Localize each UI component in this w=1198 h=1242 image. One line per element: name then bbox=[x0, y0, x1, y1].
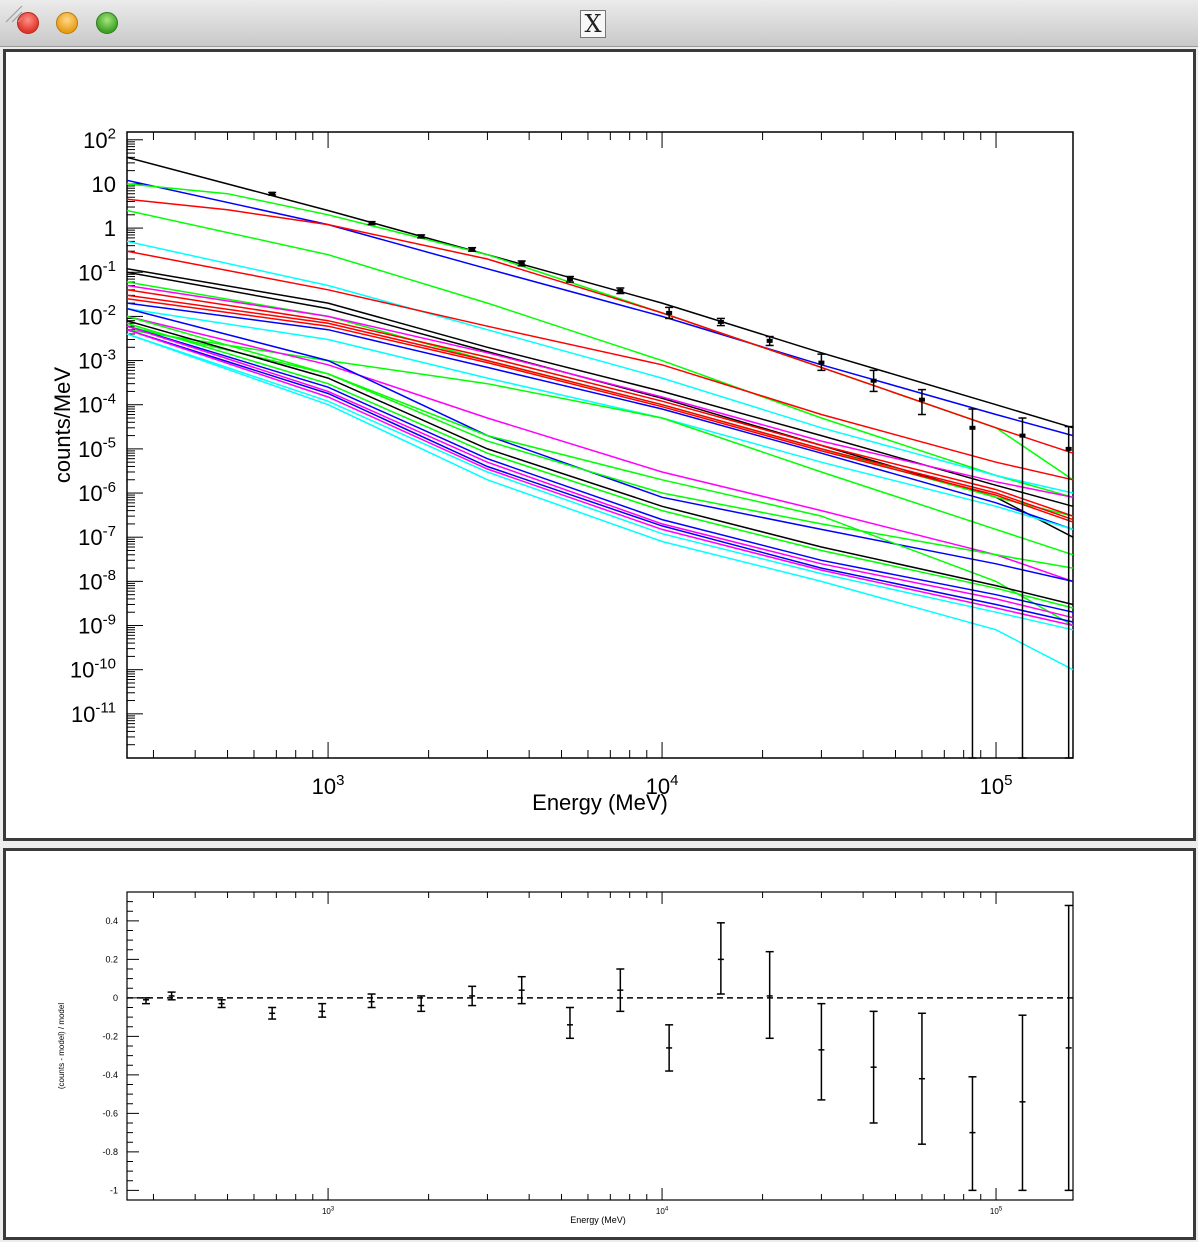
x-tick-label: 104 bbox=[646, 772, 679, 799]
resize-grip-icon[interactable] bbox=[0, 0, 24, 24]
y-tick-label: 0.2 bbox=[105, 954, 118, 964]
data-point-12 bbox=[870, 378, 877, 383]
close-window-button[interactable] bbox=[17, 12, 39, 34]
model-curve-11 bbox=[126, 284, 1074, 499]
residuals-chart: 0.4 0.2 0 -0.2 -0.4 -0.6 -0.8 -1 103 104 105 Energy… bbox=[57, 891, 1074, 1225]
x-axis-title: Energy (MeV) bbox=[532, 790, 668, 815]
minimize-window-button[interactable] bbox=[56, 12, 78, 34]
x-tick-label: 105 bbox=[990, 1207, 1003, 1216]
y-tick-label: 10 bbox=[92, 172, 116, 197]
data-point-15 bbox=[1019, 433, 1026, 438]
y-tick-label: 10-4 bbox=[78, 390, 116, 417]
model-curve-7 bbox=[126, 250, 1074, 481]
y-tick-label: 1 bbox=[104, 216, 116, 241]
spectrum-chart: 102 10 1 10-1 10-2 10-3 10-4 10-5 10-6 10-7 10-8 10… bbox=[50, 126, 1074, 815]
y-tick-label: 10-11 bbox=[71, 700, 116, 727]
model-curve-13 bbox=[126, 294, 1074, 521]
x-tick-label: 105 bbox=[980, 772, 1013, 799]
data-point-8 bbox=[666, 310, 673, 315]
y-tick-label: 0.4 bbox=[105, 916, 118, 926]
spectrum-pad[interactable] bbox=[3, 49, 1196, 841]
data-point-9 bbox=[717, 319, 724, 324]
data-point-5 bbox=[518, 261, 525, 266]
model-curve-6 bbox=[126, 240, 1074, 494]
model-curve-26 bbox=[126, 328, 1074, 623]
y-tick-label: 10-1 bbox=[78, 258, 116, 285]
zoom-window-button[interactable] bbox=[96, 12, 118, 34]
y-axis-title: (counts - model) / model bbox=[57, 1003, 66, 1089]
y-tick-label: 10-6 bbox=[78, 479, 116, 506]
x-tick-label: 103 bbox=[312, 772, 345, 799]
data-point-11 bbox=[818, 360, 825, 365]
y-tick-label: -0.4 bbox=[102, 1070, 118, 1080]
data-point-4 bbox=[469, 247, 476, 252]
x-tick-label: 104 bbox=[656, 1207, 669, 1216]
model-curve-16 bbox=[126, 307, 1074, 531]
model-curve-21 bbox=[126, 325, 1074, 627]
y-tick-label: 0 bbox=[113, 993, 118, 1003]
model-curve-25 bbox=[126, 325, 1074, 619]
model-curve-20 bbox=[126, 315, 1074, 569]
y-tick-label: 10-10 bbox=[70, 655, 116, 682]
data-point-7 bbox=[617, 288, 624, 293]
data-point-13 bbox=[918, 397, 925, 402]
model-curve-1 bbox=[126, 156, 1074, 429]
model-curve-3 bbox=[126, 183, 1074, 481]
model-curve-17 bbox=[126, 328, 1074, 556]
data-point-14 bbox=[969, 425, 976, 430]
x11-app-icon: X bbox=[580, 10, 606, 38]
model-curve-5 bbox=[126, 209, 1074, 499]
model-curve-22 bbox=[126, 319, 1074, 606]
y-tick-label: 102 bbox=[83, 126, 116, 153]
y-tick-label: 10-5 bbox=[78, 435, 116, 462]
model-curve-15 bbox=[126, 302, 1074, 531]
x-tick-label: 103 bbox=[322, 1207, 335, 1216]
y-tick-label: -0.8 bbox=[102, 1147, 118, 1157]
data-point-16 bbox=[1065, 446, 1072, 451]
y-tick-label: -0.6 bbox=[102, 1108, 118, 1118]
model-curve-8 bbox=[126, 268, 1074, 508]
data-point-1 bbox=[269, 191, 276, 196]
y-tick-label: -1 bbox=[110, 1185, 118, 1195]
model-curve-28 bbox=[126, 333, 1074, 631]
data-point-10 bbox=[766, 338, 773, 343]
model-curve-10 bbox=[126, 281, 1074, 517]
data-point-2 bbox=[368, 221, 375, 226]
plot-frame bbox=[126, 131, 1074, 759]
y-tick-label: 10-2 bbox=[78, 302, 116, 329]
residuals-pad[interactable] bbox=[3, 848, 1196, 1240]
data-point-6 bbox=[566, 277, 573, 282]
model-curve-12 bbox=[126, 289, 1074, 517]
model-curve-24 bbox=[126, 325, 1074, 613]
y-tick-label: 10-9 bbox=[78, 611, 116, 638]
model-curve-4 bbox=[126, 198, 1074, 454]
y-tick-label: -0.2 bbox=[102, 1031, 118, 1041]
model-curve-23 bbox=[126, 322, 1074, 609]
model-curve-29 bbox=[126, 333, 1074, 671]
y-tick-label: 10-7 bbox=[78, 523, 116, 550]
data-point-3 bbox=[418, 234, 425, 239]
model-curve-19 bbox=[126, 307, 1074, 583]
y-tick-label: 10-3 bbox=[78, 346, 116, 373]
y-axis-title: counts/MeV bbox=[50, 367, 75, 483]
y-tick-label: 10-8 bbox=[78, 567, 116, 594]
window-titlebar: X bbox=[0, 0, 1198, 47]
model-curve-18 bbox=[126, 315, 1074, 583]
model-curve-27 bbox=[126, 328, 1074, 627]
x-axis-title: Energy (MeV) bbox=[570, 1215, 626, 1225]
plot-frame bbox=[126, 891, 1074, 1201]
model-curve-14 bbox=[126, 298, 1074, 523]
